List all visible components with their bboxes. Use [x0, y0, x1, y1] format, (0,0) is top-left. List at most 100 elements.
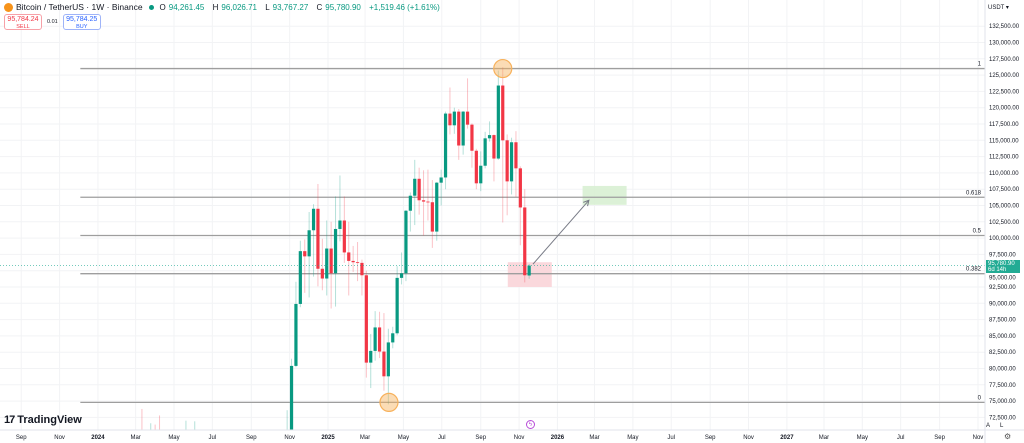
y-tick-label: 75,000.00	[989, 399, 1016, 405]
candle	[399, 252, 404, 285]
fib-level-label: 0.618	[966, 190, 982, 196]
x-tick-label: Jul	[438, 435, 446, 441]
candle	[430, 180, 434, 248]
projection-arrow-line	[532, 199, 590, 265]
candle	[479, 151, 483, 192]
buy-button[interactable]: 95,784.25 BUY	[62, 14, 101, 30]
candle-body	[342, 220, 346, 253]
x-tick-label: 2024	[91, 435, 105, 441]
y-tick-label: 120,000.00	[989, 106, 1020, 112]
y-tick-label: 115,000.00	[989, 138, 1019, 144]
y-tick-label: 72,500.00	[989, 415, 1016, 421]
candle	[483, 131, 487, 169]
candle	[421, 170, 426, 236]
candle-body	[408, 195, 412, 211]
candle	[307, 212, 311, 298]
x-tick-label: May	[857, 435, 868, 441]
auto-scale-button[interactable]: A	[986, 423, 991, 429]
plot-area: 1 0.618 0.5 0.382 0	[0, 0, 985, 430]
y-tick-label: 100,000.00	[989, 236, 1020, 242]
candle	[448, 87, 452, 135]
y-tick-label: 112,500.00	[989, 155, 1019, 161]
candle	[303, 239, 307, 293]
candle	[470, 123, 474, 168]
candle	[443, 111, 448, 190]
candle	[395, 266, 399, 336]
fib-level-label: 0.382	[966, 267, 982, 273]
y-tick-label: 127,500.00	[989, 57, 1020, 63]
log-scale-button[interactable]: L	[1000, 423, 1004, 429]
candle	[505, 134, 509, 216]
y-tick-label: 92,500.00	[989, 285, 1016, 291]
candle	[492, 134, 496, 182]
candle	[487, 121, 492, 142]
x-tick-label: May	[398, 435, 409, 441]
candle	[311, 204, 316, 277]
x-tick-label: 2025	[321, 435, 335, 441]
candle-body	[386, 342, 390, 377]
symbol-title[interactable]: Bitcoin / TetherUS · 1W · Binance	[16, 2, 143, 12]
candle	[514, 131, 518, 198]
candle-body	[360, 262, 364, 276]
candle-body	[298, 251, 302, 304]
x-tick-label: Nov	[284, 435, 295, 441]
current-price-tag: 95,780.90 6d 14h	[986, 260, 1020, 273]
gear-icon[interactable]: ⚙	[1004, 432, 1012, 441]
y-tick-label: 95,000.00	[989, 276, 1016, 282]
sell-button[interactable]: 95,784.24 SELL	[4, 14, 42, 30]
candle	[527, 264, 531, 279]
candle	[457, 109, 461, 160]
candle-body	[325, 248, 329, 279]
candle-body	[377, 327, 382, 352]
x-tick-label: Nov	[514, 435, 525, 441]
x-tick-label: Sep	[934, 435, 945, 441]
tradingview-logo[interactable]: 17 TradingView	[4, 414, 82, 426]
candle-body	[421, 200, 426, 202]
candle-body	[448, 113, 452, 126]
ohlc-values: O 94,261.45 H 96,026.71 L 93,767.27 C 95,780…	[159, 2, 440, 12]
candle	[194, 421, 196, 430]
candle-body	[527, 265, 531, 276]
candle	[320, 238, 324, 291]
y-tick-label: 82,500.00	[989, 350, 1016, 356]
y-tick-label: 90,000.00	[989, 301, 1016, 307]
candle-body	[404, 210, 408, 274]
candle-body	[457, 111, 461, 146]
candle-body	[311, 208, 316, 231]
candle	[404, 210, 408, 282]
candle-body	[347, 252, 351, 261]
y-tick-label: 125,000.00	[989, 73, 1020, 79]
price-change: +1,519.46 (+1.61%)	[369, 2, 440, 12]
candle-body	[289, 365, 294, 430]
candle	[435, 182, 439, 241]
x-tick-label: Jul	[667, 435, 675, 441]
target-zone-box	[582, 185, 627, 205]
candle-body	[443, 113, 448, 178]
candle-body	[426, 201, 430, 203]
candle	[518, 166, 522, 246]
x-tick-label: May	[627, 435, 638, 441]
candle	[355, 242, 360, 282]
candle	[523, 189, 527, 283]
candle-body	[479, 165, 483, 184]
candle-body	[417, 178, 421, 201]
y-tick-label: 110,000.00	[989, 171, 1019, 177]
candle-body	[465, 111, 470, 125]
candle-body	[351, 260, 355, 263]
candle-body	[320, 268, 324, 279]
candle-body	[439, 177, 443, 183]
candle	[382, 313, 386, 391]
lightning-icon[interactable]: ϟ	[526, 420, 535, 429]
candle-body	[483, 138, 487, 166]
candle-body	[333, 228, 338, 274]
candle	[439, 169, 443, 206]
candle	[338, 175, 342, 242]
candle-body	[294, 303, 298, 366]
y-tick-label: 117,500.00	[989, 122, 1019, 128]
currency-selector[interactable]: USDT ▾	[988, 5, 1009, 11]
x-tick-label: Nov	[973, 435, 984, 441]
candle	[347, 221, 351, 296]
symbol-header: Bitcoin / TetherUS · 1W · Binance O 94,26…	[4, 2, 443, 12]
candle	[474, 148, 478, 190]
